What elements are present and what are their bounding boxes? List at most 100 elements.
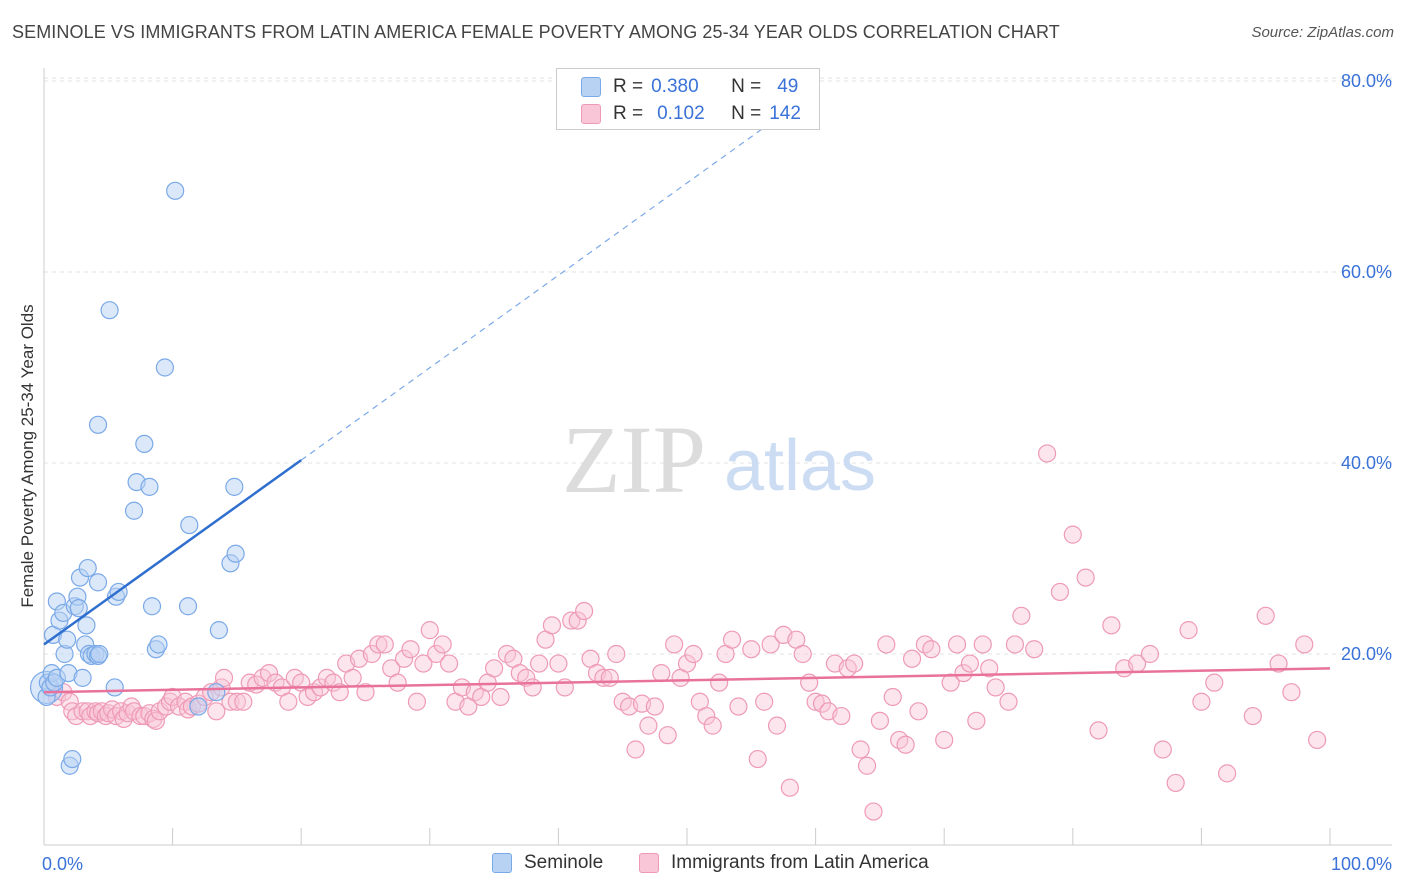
point-immigrants: [857, 756, 877, 775]
point-seminole: [140, 477, 159, 496]
legend-label-seminole: Seminole: [524, 852, 604, 873]
point-immigrants: [1102, 616, 1121, 635]
point-immigrants: [1012, 606, 1031, 625]
point-immigrants: [1050, 582, 1070, 602]
point-immigrants: [1037, 444, 1057, 463]
point-immigrants: [652, 663, 671, 683]
point-immigrants: [767, 716, 787, 735]
point-immigrants: [980, 659, 999, 678]
legend-n-label: N =: [731, 103, 762, 124]
point-immigrants: [883, 687, 902, 707]
point-immigrants: [1063, 525, 1082, 544]
y-tick-label: 20.0%: [1341, 644, 1392, 664]
point-immigrants: [1179, 621, 1198, 640]
point-immigrants: [793, 644, 812, 664]
point-immigrants: [146, 711, 165, 730]
y-tick-label: 60.0%: [1341, 262, 1392, 282]
point-seminole: [88, 415, 108, 434]
point-immigrants: [1005, 635, 1025, 654]
point-immigrants: [677, 654, 697, 673]
series-seminole-points: [29, 181, 245, 775]
legend-row-seminole: R = 0.380 N = 49: [581, 75, 798, 99]
point-immigrants: [896, 735, 915, 754]
legend-swatch-immigrants: [639, 853, 659, 873]
point-immigrants: [207, 702, 226, 721]
point-seminole: [124, 501, 144, 520]
point-immigrants: [1025, 640, 1044, 659]
point-immigrants: [780, 778, 799, 797]
watermark: ZIP atlas: [562, 406, 876, 513]
legend-label-immigrants: Immigrants from Latin America: [671, 852, 929, 873]
point-immigrants: [439, 654, 459, 673]
point-immigrants: [1269, 654, 1288, 673]
point-immigrants: [427, 644, 446, 664]
chart-title: SEMINOLE VS IMMIGRANTS FROM LATIN AMERIC…: [12, 22, 1060, 42]
legend-n-label: N =: [731, 76, 762, 97]
legend-r-value: 0.380: [651, 76, 699, 97]
watermark-zip: ZIP: [562, 406, 706, 513]
point-seminole: [58, 630, 77, 649]
legend-row-immigrants: R = 0.102 N = 142: [581, 102, 801, 126]
point-immigrants: [639, 716, 658, 735]
point-immigrants: [722, 630, 742, 649]
point-immigrants: [999, 692, 1018, 711]
point-immigrants: [755, 692, 774, 711]
point-immigrants: [703, 716, 722, 735]
y-axis-label: Female Poverty Among 25-34 Year Olds: [18, 304, 37, 608]
point-immigrants: [568, 611, 587, 630]
trendline-immigrants: [43, 667, 1331, 694]
point-immigrants: [1218, 764, 1237, 783]
point-immigrants: [279, 692, 298, 711]
x-tick-label: 100.0%: [1331, 854, 1392, 874]
legend-swatch-seminole: [581, 77, 601, 97]
point-seminole: [180, 515, 199, 535]
point-immigrants: [160, 692, 180, 711]
correlation-legend: R = 0.380 N = 49 R = 0.102 N = 142: [556, 68, 820, 130]
point-immigrants: [922, 640, 941, 659]
point-seminole: [142, 597, 162, 616]
legend-item-immigrants: Immigrants from Latin America: [639, 852, 929, 874]
point-immigrants: [234, 692, 253, 711]
point-immigrants: [607, 644, 626, 664]
point-immigrants: [748, 749, 767, 769]
point-immigrants: [864, 802, 883, 821]
point-immigrants: [658, 726, 677, 745]
point-immigrants: [935, 730, 954, 750]
axes: [43, 68, 1392, 846]
point-immigrants: [877, 635, 896, 654]
point-seminole: [226, 544, 245, 563]
point-immigrants: [575, 601, 594, 621]
point-immigrants: [221, 692, 240, 711]
point-immigrants: [1089, 721, 1108, 740]
point-immigrants: [375, 635, 394, 654]
point-seminole: [155, 358, 174, 377]
point-immigrants: [401, 640, 420, 659]
point-immigrants: [1153, 740, 1172, 759]
point-immigrants: [433, 635, 452, 654]
point-immigrants: [1256, 606, 1275, 625]
point-immigrants: [530, 654, 549, 673]
point-seminole: [135, 434, 154, 453]
point-immigrants: [214, 668, 234, 687]
point-seminole: [77, 616, 96, 635]
trendline-seminole: [43, 459, 302, 646]
point-immigrants: [407, 692, 427, 711]
point-immigrants: [902, 649, 922, 668]
point-immigrants: [369, 635, 388, 654]
legend-r-value: 0.102: [657, 103, 705, 124]
point-immigrants: [1166, 773, 1185, 793]
point-immigrants: [1076, 568, 1095, 587]
legend-swatch-immigrants: [581, 104, 601, 124]
point-seminole: [78, 558, 97, 578]
point-immigrants: [343, 668, 362, 687]
point-immigrants: [562, 611, 581, 630]
legend-swatch-seminole: [492, 853, 512, 873]
point-immigrants: [523, 678, 542, 697]
point-immigrants: [1282, 683, 1301, 702]
point-immigrants: [973, 635, 992, 654]
point-immigrants: [1140, 644, 1160, 664]
source-label: Source: ZipAtlas.com: [1251, 24, 1394, 41]
point-immigrants: [851, 740, 870, 759]
tick-labels: 20.0% 40.0% 60.0% 80.0% 0.0% 100.0%: [42, 71, 1392, 874]
